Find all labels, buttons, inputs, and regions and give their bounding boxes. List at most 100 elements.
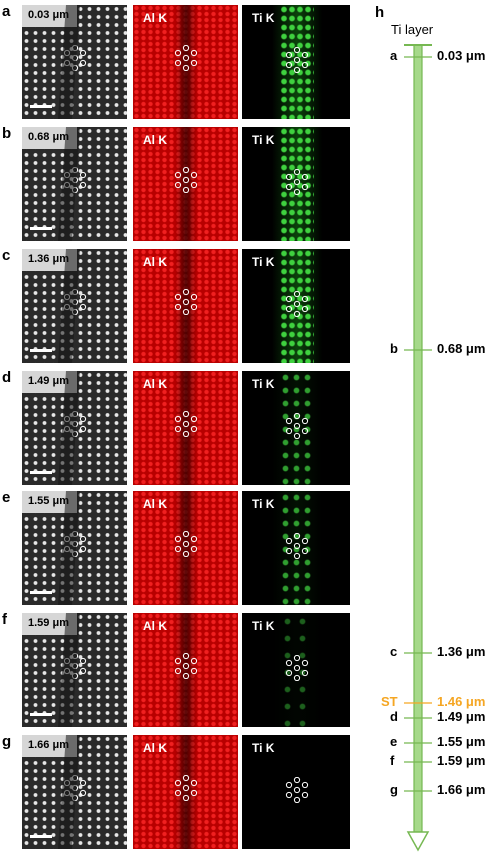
atomic-cluster-overlay xyxy=(63,411,87,437)
al-k-label: Al K xyxy=(143,255,167,269)
haadf-image-a: 0.03 μm xyxy=(22,5,127,119)
tick-letter-b: b xyxy=(390,341,398,356)
haadf-image-e: 1.55 μm xyxy=(22,491,127,605)
atomic-cluster-overlay xyxy=(174,653,198,679)
tick-letter-d: d xyxy=(390,709,398,724)
haadf-image-b: 0.68 μm xyxy=(22,127,127,241)
atomic-cluster-overlay xyxy=(63,531,87,557)
panel-letter-f: f xyxy=(2,611,7,628)
al-k-map-d: Al K xyxy=(133,371,238,485)
panel-letter-h: h xyxy=(375,4,385,21)
scale-bar xyxy=(30,105,52,108)
atomic-cluster-overlay xyxy=(285,291,309,317)
thickness-tag: 0.03 μm xyxy=(22,5,77,27)
al-k-map-c: Al K xyxy=(133,249,238,363)
al-k-label: Al K xyxy=(143,619,167,633)
ti-signal-dots xyxy=(280,613,314,727)
al-k-map-f: Al K xyxy=(133,613,238,727)
ti-depletion-band xyxy=(175,371,197,485)
haadf-image-f: 1.59 μm xyxy=(22,613,127,727)
tick-letter-e: e xyxy=(390,734,398,749)
ti-k-map-e: Ti K xyxy=(242,491,350,605)
al-k-map-e: Al K xyxy=(133,491,238,605)
ti-k-label: Ti K xyxy=(252,133,275,147)
haadf-image-d: 1.49 μm xyxy=(22,371,127,485)
atomic-cluster-overlay xyxy=(174,531,198,557)
al-k-label: Al K xyxy=(143,497,167,511)
thickness-tag: 1.55 μm xyxy=(22,491,77,513)
thickness-tag: 1.49 μm xyxy=(22,371,77,393)
ti-k-label: Ti K xyxy=(252,497,275,511)
tick-letter-g: g xyxy=(390,782,398,797)
haadf-image-c: 1.36 μm xyxy=(22,249,127,363)
ti-k-label: Ti K xyxy=(252,11,275,25)
tick-value-c: 1.36 μm xyxy=(437,644,486,659)
tick-value-a: 0.03 μm xyxy=(437,48,486,63)
panel-letter-a: a xyxy=(2,3,11,20)
ti-depletion-band xyxy=(175,127,197,241)
ti-k-label: Ti K xyxy=(252,741,275,755)
ti-k-label: Ti K xyxy=(252,377,275,391)
scale-bar xyxy=(30,227,52,230)
scale-bar xyxy=(30,835,52,838)
atomic-cluster-overlay xyxy=(285,47,309,73)
atomic-cluster-overlay xyxy=(285,777,309,803)
al-k-map-b: Al K xyxy=(133,127,238,241)
ti-depletion-band xyxy=(175,491,197,605)
thickness-tag: 1.36 μm xyxy=(22,249,77,271)
panel-letter-e: e xyxy=(2,489,11,506)
ti-k-map-g: Ti K xyxy=(242,735,350,849)
al-k-map-g: Al K xyxy=(133,735,238,849)
tick-value-e: 1.55 μm xyxy=(437,734,486,749)
thickness-tag: 1.66 μm xyxy=(22,735,77,757)
ti-depletion-band xyxy=(175,613,197,727)
ti-k-label: Ti K xyxy=(252,255,275,269)
al-k-label: Al K xyxy=(143,377,167,391)
atomic-cluster-overlay xyxy=(174,167,198,193)
atomic-cluster-overlay xyxy=(63,167,87,193)
atomic-cluster-overlay xyxy=(285,533,309,559)
ti-k-label: Ti K xyxy=(252,619,275,633)
tick-letter-st: ST xyxy=(381,694,398,709)
atomic-cluster-overlay xyxy=(285,655,309,681)
panel-letter-d: d xyxy=(2,369,12,386)
scale-bar xyxy=(30,349,52,352)
ti-depletion-band xyxy=(175,735,197,849)
tick-value-b: 0.68 μm xyxy=(437,341,486,356)
al-k-label: Al K xyxy=(143,11,167,25)
ti-k-map-f: Ti K xyxy=(242,613,350,727)
ti-signal-wash xyxy=(272,613,322,727)
scale-bar xyxy=(30,713,52,716)
ti-depletion-band xyxy=(175,249,197,363)
panel-letter-b: b xyxy=(2,125,12,142)
ti-k-map-b: Ti K xyxy=(242,127,350,241)
tick-letter-f: f xyxy=(390,753,395,768)
atomic-cluster-overlay xyxy=(174,411,198,437)
tick-letter-a: a xyxy=(390,48,398,63)
atomic-cluster-overlay xyxy=(63,45,87,71)
tick-value-g: 1.66 μm xyxy=(437,782,486,797)
ti-depletion-band xyxy=(175,5,197,119)
ti-k-map-d: Ti K xyxy=(242,371,350,485)
thickness-tag: 0.68 μm xyxy=(22,127,77,149)
ti-k-map-a: Ti K xyxy=(242,5,350,119)
ti-signal-dots xyxy=(280,5,314,119)
atomic-cluster-overlay xyxy=(285,413,309,439)
arrow-shaft xyxy=(413,44,423,833)
atomic-cluster-overlay xyxy=(63,653,87,679)
scale-bar xyxy=(30,471,52,474)
ti-signal-dots xyxy=(280,127,314,241)
al-k-map-a: Al K xyxy=(133,5,238,119)
ti-signal-dots xyxy=(280,371,314,485)
atomic-cluster-overlay xyxy=(285,169,309,195)
atomic-cluster-overlay xyxy=(174,45,198,71)
panel-letter-g: g xyxy=(2,733,12,750)
atomic-cluster-overlay xyxy=(174,775,198,801)
atomic-cluster-overlay xyxy=(63,289,87,315)
scale-bar xyxy=(30,591,52,594)
ti-signal-dots xyxy=(280,249,314,363)
arrow-head xyxy=(406,831,430,852)
atomic-cluster-overlay xyxy=(174,289,198,315)
panel-letter-c: c xyxy=(2,247,11,264)
tick-letter-c: c xyxy=(390,644,398,659)
